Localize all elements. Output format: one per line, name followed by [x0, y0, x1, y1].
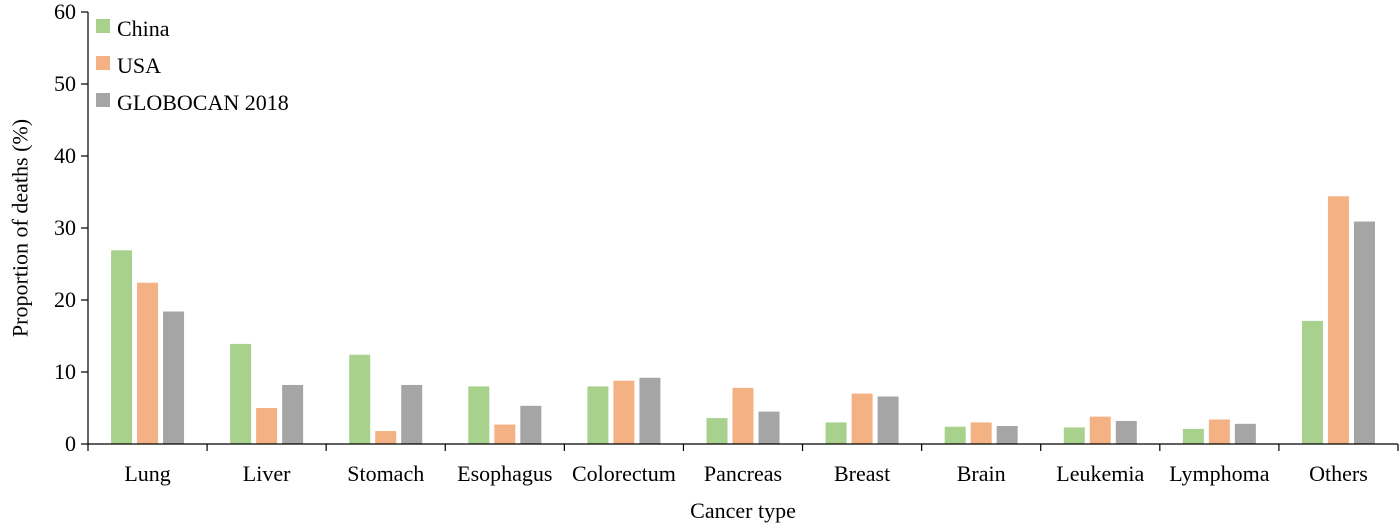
x-tick-label: Esophagus [457, 461, 552, 486]
y-tick-label: 20 [54, 287, 76, 312]
y-axis-title: Proportion of deaths (%) [8, 119, 33, 337]
x-tick-label: Brain [957, 461, 1006, 486]
bar-globocan-2018-brain [996, 426, 1018, 444]
y-tick-label: 0 [65, 431, 76, 456]
legend-swatch [96, 19, 110, 33]
bar-globocan-2018-pancreas [758, 411, 780, 444]
bar-usa-colorectum [613, 380, 635, 444]
x-tick-label: Stomach [347, 461, 424, 486]
x-tick-label: Liver [243, 461, 291, 486]
bar-china-others [1301, 320, 1323, 444]
bar-usa-others [1327, 196, 1349, 444]
x-tick-label: Lymphoma [1169, 461, 1269, 486]
y-tick-label: 60 [54, 0, 76, 24]
bar-china-stomach [349, 354, 371, 444]
bar-usa-brain [970, 422, 992, 444]
bar-china-brain [944, 426, 966, 444]
bar-usa-pancreas [732, 387, 754, 444]
bar-globocan-2018-lymphoma [1234, 423, 1256, 444]
bar-usa-stomach [375, 431, 397, 444]
bar-china-leukemia [1063, 427, 1085, 444]
bar-globocan-2018-others [1353, 221, 1375, 444]
legend: China USA GLOBOCAN 2018 [96, 16, 289, 115]
bar-usa-liver [256, 408, 278, 444]
bar-globocan-2018-esophagus [520, 405, 542, 444]
bar-globocan-2018-leukemia [1115, 420, 1137, 444]
legend-label: USA [117, 53, 161, 78]
bar-china-lung [111, 250, 133, 444]
x-tick-label: Pancreas [704, 461, 782, 486]
bar-china-pancreas [706, 418, 728, 444]
y-tick-label: 40 [54, 143, 76, 168]
x-tick-label: Lung [124, 461, 170, 486]
x-axis-title: Cancer type [690, 498, 796, 523]
bar-china-colorectum [587, 386, 609, 444]
bars-layer [111, 196, 1375, 444]
bar-globocan-2018-colorectum [639, 377, 661, 444]
bar-globocan-2018-breast [877, 396, 899, 444]
bar-usa-lymphoma [1208, 419, 1230, 444]
bar-china-esophagus [468, 386, 490, 444]
bar-usa-esophagus [494, 424, 516, 444]
bar-globocan-2018-liver [282, 384, 304, 444]
y-tick-label: 50 [54, 71, 76, 96]
legend-label: China [117, 16, 170, 41]
axes-layer: 0 10 20 30 40 50 60 Lung Liver Stomach Esophagus Co… [54, 0, 1399, 486]
x-tick-label: Colorectum [572, 461, 676, 486]
x-tick-label: Leukemia [1056, 461, 1144, 486]
legend-swatch [96, 56, 110, 70]
x-tick-label: Breast [834, 461, 890, 486]
y-tick-label: 30 [54, 215, 76, 240]
x-tick-label: Others [1309, 461, 1368, 486]
bar-globocan-2018-lung [163, 311, 185, 444]
legend-swatch [96, 93, 110, 107]
bar-china-lymphoma [1182, 428, 1204, 444]
y-tick-label: 10 [54, 359, 76, 384]
bar-usa-lung [137, 282, 159, 444]
legend-label: GLOBOCAN 2018 [117, 90, 289, 115]
bar-usa-leukemia [1089, 416, 1111, 444]
bar-usa-breast [851, 393, 873, 444]
bar-globocan-2018-stomach [401, 384, 423, 444]
bar-china-breast [825, 422, 847, 444]
bar-china-liver [230, 343, 252, 444]
